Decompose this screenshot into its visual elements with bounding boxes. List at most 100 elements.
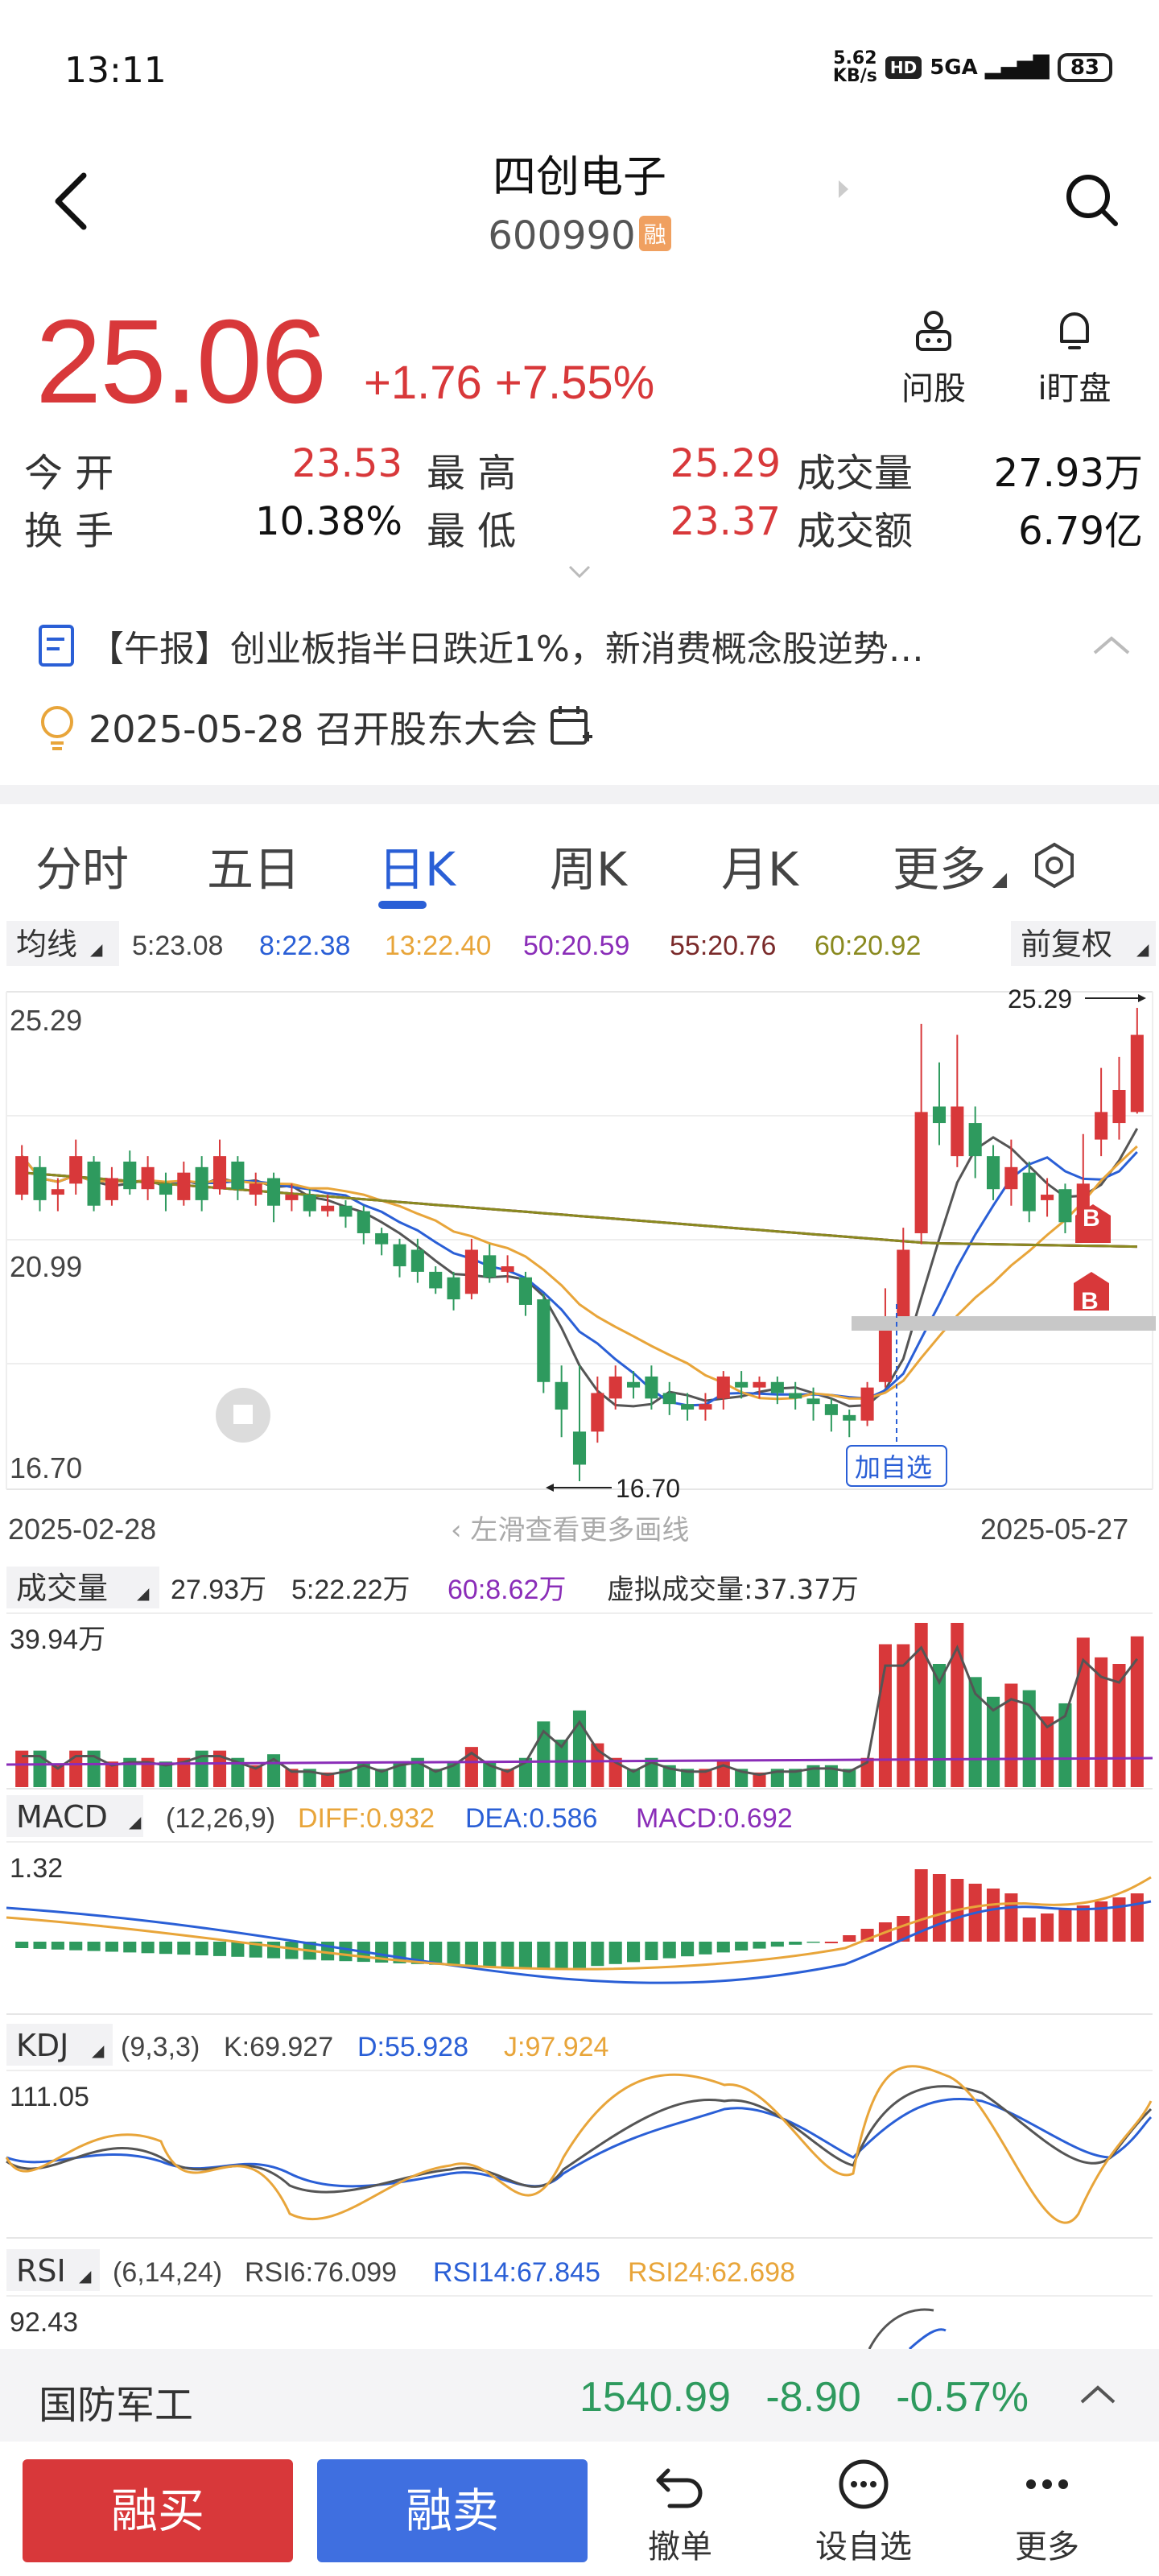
add-watch-tag[interactable] (846, 1445, 947, 1487)
tab-intraday[interactable]: 分时 (35, 842, 130, 897)
kline-ymin: 16.70 (10, 1451, 82, 1484)
volume-bar (123, 1757, 137, 1787)
buy-marker-2-label: B (1081, 1288, 1099, 1315)
adjust-selector[interactable] (1011, 921, 1156, 966)
tab-weekly-k[interactable]: 周K (550, 842, 628, 897)
stock-chart[interactable]: 均线 ◢ 5:23.08 8:22.38 13:22.40 50:20.59 5… (0, 918, 1159, 2351)
more-button[interactable]: 更多 (987, 2456, 1107, 2567)
net-speed: 5.62 KB/s (832, 48, 877, 86)
ask-stock-button[interactable]: 问股 (885, 306, 982, 409)
macd-bar (429, 1942, 443, 1965)
macd-bar (681, 1942, 695, 1957)
macd-bar (1130, 1893, 1144, 1942)
macd-bar (141, 1942, 155, 1954)
volume-bar (716, 1761, 730, 1787)
tab-five-day[interactable]: 五日 (207, 842, 301, 897)
candle (681, 1404, 695, 1410)
add-watchlist-button[interactable]: 设自选 (803, 2456, 924, 2567)
settings-icon[interactable] (1029, 840, 1080, 891)
volume-selector[interactable] (6, 1567, 159, 1608)
volume-value: 27.93万 (171, 1575, 266, 1605)
macd-bar (501, 1942, 514, 1968)
kdj-selector[interactable] (6, 2024, 113, 2066)
candle (375, 1232, 389, 1245)
volume-bar (1130, 1636, 1144, 1787)
macd-bar (177, 1942, 191, 1955)
tab-daily-k[interactable]: 日K (343, 832, 514, 909)
candle (249, 1183, 262, 1195)
ma50-value: 50:20.59 (523, 931, 629, 961)
cancel-order-button[interactable]: 撤单 (620, 2456, 740, 2567)
candle (555, 1381, 568, 1410)
margin-buy-button[interactable]: 融买 (23, 2459, 293, 2562)
buy-marker[interactable]: B (1075, 1204, 1111, 1243)
macd-bar (662, 1942, 676, 1959)
macd-bar (914, 1869, 928, 1942)
candle (33, 1166, 47, 1200)
ma-caret-icon: ◢ (90, 939, 103, 959)
macd-bar (627, 1942, 641, 1963)
macd-bar (464, 1942, 478, 1967)
index-bar[interactable]: 国防军工 1540.99 -8.90 -0.57% (0, 2349, 1159, 2442)
volume-ma60-line (6, 1757, 1153, 1766)
candle (51, 1189, 64, 1195)
macd-bar (1041, 1913, 1054, 1942)
tab-more[interactable]: 更多 ◢ (893, 842, 1008, 897)
volume-bar (753, 1772, 766, 1787)
next-stock-icon[interactable] (835, 177, 852, 201)
candle (878, 1321, 892, 1382)
volume-bar (699, 1769, 712, 1787)
quote-row-2: 换 手 10.38% 最 低 23.37 成交额 6.79亿 (24, 499, 1143, 554)
buy-marker-label: B (1083, 1205, 1100, 1232)
collapse-chevron-icon[interactable] (1091, 634, 1132, 658)
volume-bar (393, 1761, 406, 1787)
macd-bar (699, 1942, 712, 1955)
support-band (852, 1316, 1156, 1331)
tab-monthly-k[interactable]: 月K (721, 842, 799, 897)
macd-bar (1095, 1901, 1108, 1942)
add-watch-label: 加自选 (855, 1452, 932, 1483)
lightbulb-icon (41, 706, 73, 750)
buy-marker-2[interactable]: B (1074, 1272, 1109, 1315)
candle (789, 1393, 802, 1399)
candle (1004, 1166, 1018, 1190)
candle (15, 1156, 29, 1195)
volume-ymax: 39.94万 (10, 1624, 105, 1655)
margin-sell-button[interactable]: 融卖 (317, 2459, 588, 2562)
high-marker: 25.29 (1008, 985, 1072, 1013)
undo-icon (656, 2468, 703, 2508)
volume-bar (249, 1765, 262, 1787)
macd-selector[interactable] (6, 1795, 143, 1837)
rsi-selector[interactable] (6, 2249, 100, 2291)
expand-up-icon[interactable] (1079, 2383, 1117, 2407)
hd-icon: HD (885, 56, 922, 79)
news-row[interactable]: 【午报】创业板指半日跌近1%，新消费概念股逆势… (37, 620, 1132, 671)
macd-bar (608, 1942, 622, 1964)
watch-button[interactable]: i盯盘 (1014, 306, 1135, 409)
event-row[interactable]: 2025-05-28 召开股东大会 (37, 700, 1132, 753)
volume-bar (464, 1747, 478, 1787)
macd-dea: DEA:0.586 (465, 1803, 597, 1834)
volume-bar (1004, 1683, 1018, 1787)
candle (321, 1205, 335, 1212)
rsi24-value: RSI24:62.698 (628, 2257, 795, 2288)
calendar-add-icon[interactable] (549, 704, 594, 749)
macd-bar (1004, 1893, 1018, 1942)
volume-bar (897, 1644, 910, 1787)
expand-chevron-icon[interactable] (567, 564, 592, 580)
macd-bars (15, 1869, 1144, 1970)
draw-tool-icon[interactable] (216, 1388, 270, 1443)
macd-bar (285, 1942, 299, 1959)
search-icon[interactable] (1061, 169, 1122, 230)
back-arrow-icon[interactable] (48, 169, 97, 233)
macd-bar (447, 1942, 460, 1966)
volume-bar (824, 1765, 838, 1787)
volume-bar (914, 1623, 928, 1787)
candle (986, 1156, 1000, 1190)
ma-selector[interactable] (6, 921, 119, 966)
candle (591, 1393, 604, 1432)
high-arrow-icon (1138, 994, 1146, 1002)
candle (662, 1393, 676, 1405)
volume-bar (735, 1769, 749, 1787)
kdj-d: D:55.928 (357, 2032, 468, 2062)
